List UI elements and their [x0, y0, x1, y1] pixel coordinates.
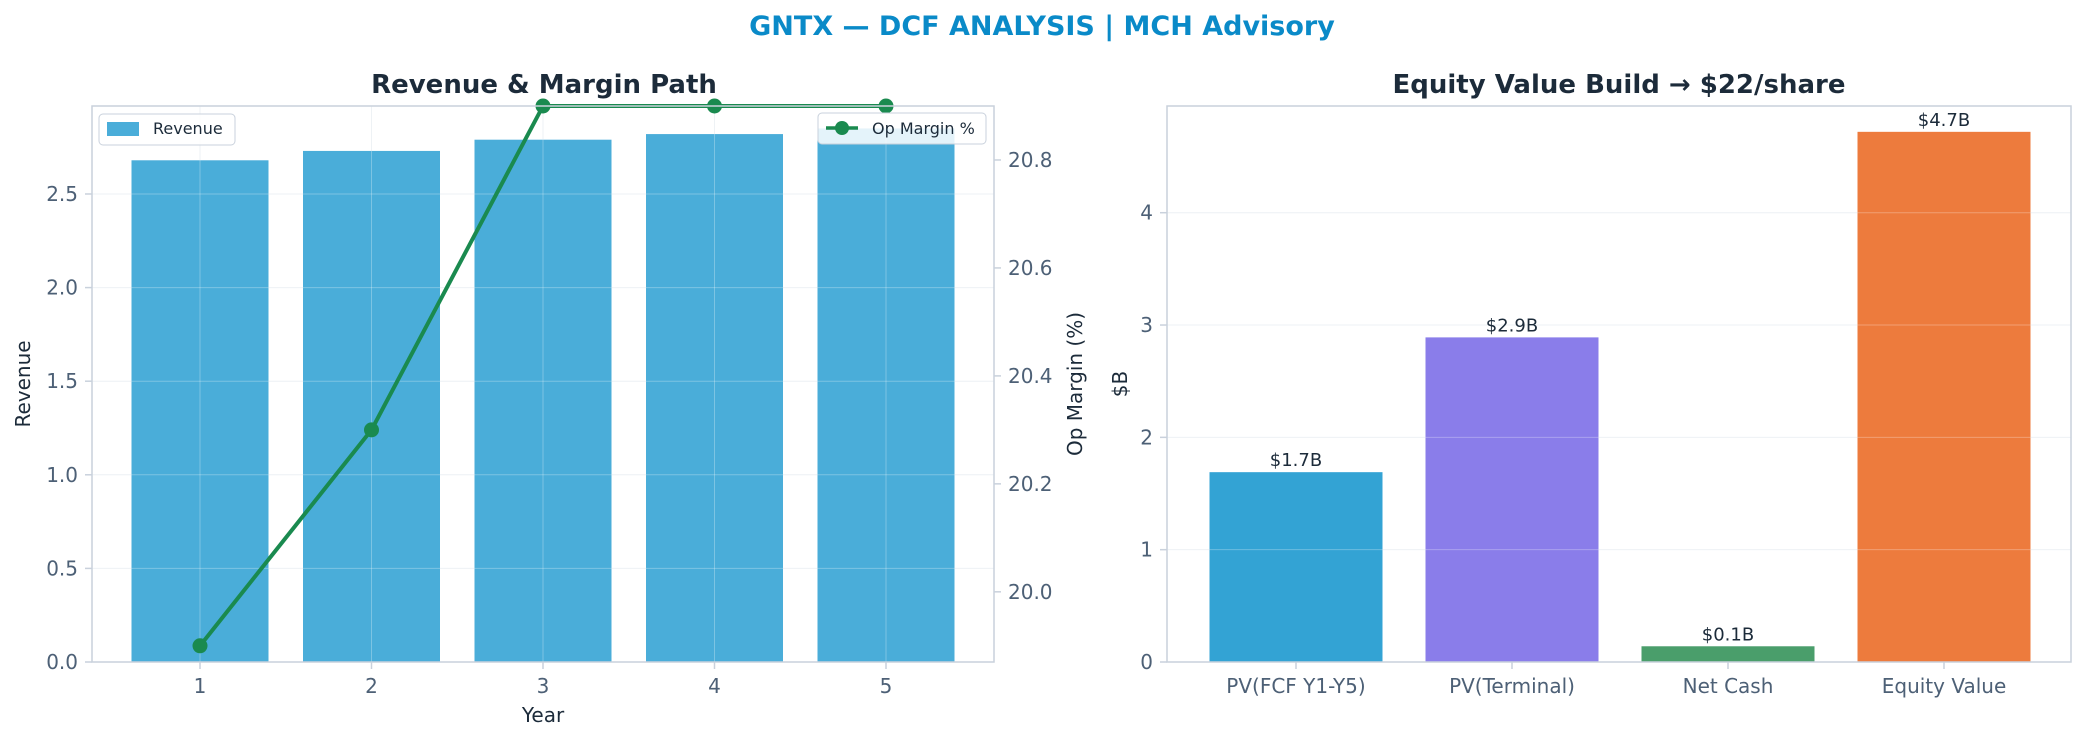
op-margin-point: [364, 422, 379, 438]
right-chart-y-tick-label: 0: [1140, 650, 1153, 674]
right-y-tick-label: 20.8: [1008, 148, 1053, 172]
left-x-tick-label: 3: [537, 674, 550, 698]
revenue-legend-label: Revenue: [153, 119, 223, 138]
right-y-tick-label: 20.2: [1008, 472, 1053, 496]
left-y-tick-label: 1.5: [46, 369, 78, 393]
right-y-tick-label: 20.0: [1008, 580, 1053, 604]
right-chart-x-tick-label: Equity Value: [1882, 674, 2007, 698]
left-x-tick-label: 1: [194, 674, 207, 698]
revenue-legend-swatch: [107, 122, 139, 136]
equity-build-data-label: $1.7B: [1270, 450, 1322, 471]
left-y-tick-label: 0.0: [46, 650, 78, 674]
revenue-legend-box: [98, 113, 236, 146]
revenue-bar: [303, 150, 440, 662]
margin-legend: Op Margin %: [817, 112, 987, 145]
equity-build-data-label: $0.1B: [1702, 624, 1754, 645]
left-y-tick-label: 0.5: [46, 556, 78, 580]
revenue-margin-chart: Revenue & Margin Path 1 2 3 4 5 0.0 0.5 1.0 1.5…: [11, 70, 1087, 727]
right-chart-y-tick-label: 4: [1140, 201, 1153, 225]
revenue-margin-title: Revenue & Margin Path: [371, 70, 717, 100]
revenue-bar: [474, 139, 612, 663]
right-chart-x-tick-label: PV(Terminal): [1449, 674, 1575, 698]
op-margin-point: [192, 638, 208, 654]
right-chart-y-tick-label: 2: [1140, 425, 1153, 449]
left-x-tick-label: 4: [708, 674, 721, 698]
right-y-tick-label: 20.4: [1008, 364, 1053, 388]
equity-build-chart: Equity Value Build → $22/share $1.7B $2.9…: [1108, 70, 2072, 698]
equity-build-data-label: $2.9B: [1486, 315, 1538, 336]
right-chart-y-axis-label: $B: [1108, 371, 1132, 397]
left-y-tick-label: 2.5: [46, 182, 78, 206]
margin-legend-label: Op Margin %: [872, 119, 975, 138]
left-x-axis-label: Year: [521, 703, 565, 727]
equity-build-title: Equity Value Build → $22/share: [1393, 70, 1846, 100]
revenue-bar: [646, 134, 783, 662]
equity-build-data-label: $4.7B: [1918, 110, 1970, 131]
equity-build-bar: [1857, 131, 2031, 662]
left-y-axis-label: Revenue: [11, 340, 35, 427]
equity-build-bar: [1209, 472, 1383, 662]
revenue-legend: Revenue: [98, 113, 236, 146]
left-x-tick-label: 2: [365, 674, 378, 698]
right-chart-y-tick-label: 3: [1140, 313, 1153, 337]
right-y-axis-label: Op Margin (%): [1063, 312, 1087, 456]
left-y-tick-label: 1.0: [46, 463, 78, 487]
revenue-bar: [817, 128, 955, 662]
right-y-tick-label: 20.6: [1008, 256, 1053, 280]
left-x-tick-label: 5: [880, 674, 893, 698]
margin-legend-box: [817, 112, 987, 145]
left-y-tick-label: 2.0: [46, 276, 78, 300]
equity-build-bar: [1641, 646, 1815, 662]
right-chart-y-tick-label: 1: [1140, 538, 1153, 562]
margin-legend-marker: [835, 121, 849, 135]
figure-title: GNTX — DCF ANALYSIS | MCH Advisory: [749, 11, 1335, 42]
right-chart-x-tick-label: Net Cash: [1683, 674, 1774, 698]
right-plot-frame: [1166, 105, 2072, 663]
revenue-bar: [131, 160, 269, 663]
equity-build-bar: [1425, 337, 1599, 662]
right-chart-x-tick-label: PV(FCF Y1-Y5): [1226, 674, 1365, 698]
